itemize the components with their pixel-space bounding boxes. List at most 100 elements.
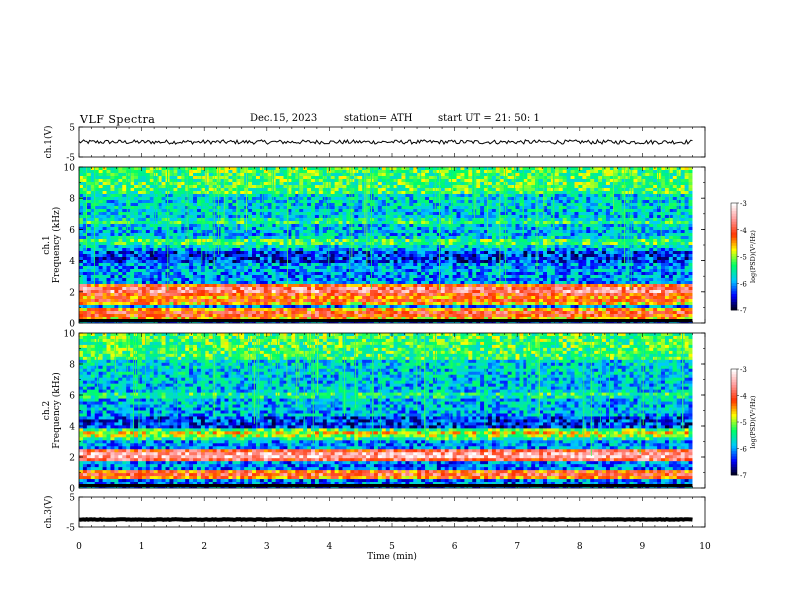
heatmap-cell — [157, 245, 162, 249]
heatmap-cell — [232, 167, 237, 171]
heatmap-cell — [688, 167, 693, 171]
heatmap-cell — [358, 182, 363, 186]
heatmap-cell — [649, 224, 654, 228]
heatmap-cell — [594, 257, 599, 261]
heatmap-cell — [118, 236, 123, 240]
heatmap-cell — [668, 185, 674, 189]
heatmap-cell — [145, 260, 151, 264]
heatmap-cell — [401, 215, 406, 219]
heatmap-cell — [212, 200, 218, 204]
heatmap-cell — [598, 233, 603, 237]
heatmap-cell — [574, 215, 579, 219]
heatmap-cell — [212, 191, 218, 195]
heatmap-cell — [153, 245, 159, 249]
heatmap-cell — [137, 167, 143, 171]
heatmap-cell — [487, 182, 493, 186]
heatmap-cell — [413, 194, 418, 198]
heatmap-cell — [389, 212, 394, 216]
heatmap-cell — [625, 182, 630, 186]
heatmap-cell — [653, 176, 658, 180]
heatmap-cell — [354, 191, 359, 195]
heatmap-cell — [605, 215, 611, 219]
heatmap-cell — [141, 179, 147, 183]
heatmap-cell — [307, 188, 312, 192]
heatmap-cell — [385, 239, 391, 243]
heatmap-cell — [307, 185, 312, 189]
heatmap-cell — [602, 194, 607, 198]
heatmap-cell — [448, 251, 453, 255]
heatmap-cell — [594, 197, 599, 201]
heatmap-cell — [657, 218, 662, 222]
heatmap-cell — [385, 224, 391, 228]
heatmap-cell — [484, 188, 489, 192]
heatmap-cell — [342, 179, 347, 183]
heatmap-cell — [484, 197, 489, 201]
heatmap-cell — [661, 236, 666, 240]
heatmap-cell — [613, 203, 619, 207]
heatmap-cell — [507, 251, 512, 255]
heatmap-cell — [641, 257, 646, 261]
heatmap-cell — [617, 176, 623, 180]
heatmap-cell — [546, 200, 552, 204]
heatmap-cell — [570, 170, 575, 174]
heatmap-cell — [429, 203, 434, 207]
heatmap-cell — [558, 188, 564, 192]
heatmap-cell — [318, 167, 324, 171]
heatmap-cell — [196, 194, 202, 198]
heatmap-cell — [511, 182, 516, 186]
heatmap-cell — [617, 230, 623, 234]
heatmap-cell — [220, 248, 225, 252]
heatmap-cell — [641, 170, 646, 174]
heatmap-cell — [590, 206, 595, 210]
heatmap-cell — [208, 179, 214, 183]
heatmap-cell — [523, 248, 528, 252]
heatmap-cell — [279, 215, 284, 219]
heatmap-cell — [531, 173, 536, 177]
heatmap-cell — [452, 188, 457, 192]
heatmap-cell — [609, 245, 615, 249]
heatmap-cell — [220, 203, 225, 207]
heatmap-cell — [495, 209, 501, 213]
heatmap-cell — [688, 191, 693, 195]
heatmap-cell — [126, 251, 131, 255]
heatmap-cell — [641, 221, 646, 225]
heatmap-cell — [204, 257, 210, 261]
heatmap-cell — [456, 227, 461, 231]
heatmap-cell — [684, 176, 689, 180]
heatmap-cell — [409, 182, 414, 186]
heatmap-cell — [531, 257, 536, 261]
heatmap-cell — [314, 182, 320, 186]
heatmap-cell — [149, 188, 155, 192]
heatmap-cell — [283, 257, 288, 261]
heatmap-cell — [456, 182, 461, 186]
heatmap-cell — [366, 215, 371, 219]
heatmap-cell — [413, 191, 418, 195]
heatmap-cell — [208, 209, 214, 213]
heatmap-cell — [444, 218, 450, 222]
heatmap-cell — [181, 188, 186, 192]
heatmap-cell — [672, 194, 678, 198]
heatmap-cell — [464, 257, 469, 261]
heatmap-cell — [440, 188, 446, 192]
heatmap-cell — [464, 188, 469, 192]
heatmap-cell — [393, 239, 398, 243]
heatmap-cell — [499, 242, 505, 246]
heatmap-cell — [232, 185, 237, 189]
heatmap-cell — [346, 221, 351, 225]
heatmap-cell — [181, 239, 186, 243]
heatmap-cell — [311, 212, 316, 216]
heatmap-cell — [543, 248, 548, 252]
heatmap-cell — [338, 194, 343, 198]
heatmap-cell — [86, 239, 92, 243]
heatmap-cell — [240, 194, 245, 198]
heatmap-cell — [79, 233, 84, 237]
heatmap-cell — [370, 227, 375, 231]
heatmap-cell — [562, 212, 568, 216]
heatmap-cell — [432, 218, 438, 222]
heatmap-cell — [566, 254, 571, 258]
heatmap-cell — [102, 176, 107, 180]
heatmap-cell — [334, 179, 339, 183]
heatmap-cell — [684, 248, 689, 252]
heatmap-cell — [252, 200, 257, 204]
heatmap-cell — [480, 239, 485, 243]
